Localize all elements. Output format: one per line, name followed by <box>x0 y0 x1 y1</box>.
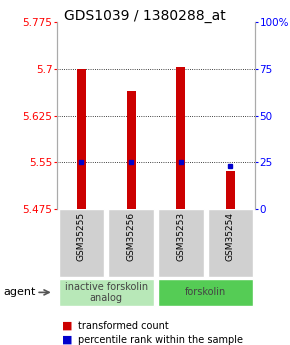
Bar <box>59 279 154 306</box>
Text: GDS1039 / 1380288_at: GDS1039 / 1380288_at <box>64 9 226 23</box>
Text: percentile rank within the sample: percentile rank within the sample <box>78 335 243 345</box>
Bar <box>77 69 86 209</box>
Bar <box>208 209 253 277</box>
Text: GSM35254: GSM35254 <box>226 212 235 261</box>
Text: transformed count: transformed count <box>78 321 169 331</box>
Text: agent: agent <box>3 287 35 297</box>
Text: GSM35256: GSM35256 <box>126 212 135 261</box>
Text: GSM35255: GSM35255 <box>77 212 86 261</box>
Bar <box>59 209 104 277</box>
Bar <box>108 209 154 277</box>
Text: ■: ■ <box>62 335 73 345</box>
Bar <box>176 67 185 209</box>
Text: ■: ■ <box>62 321 73 331</box>
Bar <box>158 209 204 277</box>
Bar <box>126 91 135 209</box>
Text: inactive forskolin
analog: inactive forskolin analog <box>65 282 148 303</box>
Text: forskolin: forskolin <box>185 287 226 297</box>
Text: GSM35253: GSM35253 <box>176 212 185 261</box>
Bar <box>158 279 253 306</box>
Bar <box>226 171 235 209</box>
